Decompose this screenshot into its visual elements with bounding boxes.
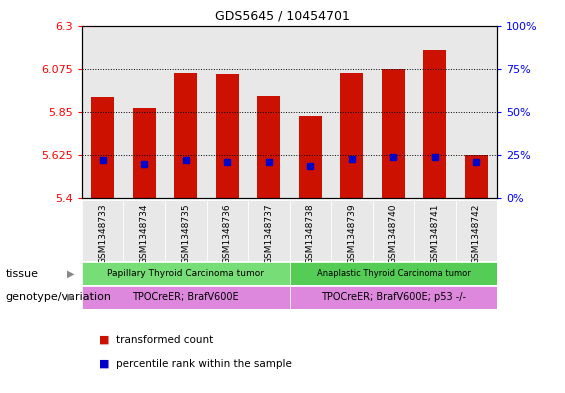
Bar — [216, 73, 238, 198]
Text: GSM1348740: GSM1348740 — [389, 204, 398, 264]
Text: GSM1348737: GSM1348737 — [264, 204, 273, 264]
Text: GDS5645 / 10454701: GDS5645 / 10454701 — [215, 10, 350, 23]
Bar — [455, 26, 497, 198]
Bar — [82, 200, 123, 261]
Bar — [289, 26, 331, 198]
Text: GSM1348734: GSM1348734 — [140, 204, 149, 264]
Text: GSM1348736: GSM1348736 — [223, 204, 232, 264]
Text: tissue: tissue — [6, 268, 38, 279]
Bar — [289, 286, 497, 309]
Bar — [331, 200, 373, 261]
Bar — [382, 69, 405, 198]
Bar — [258, 95, 280, 198]
Text: GSM1348742: GSM1348742 — [472, 204, 481, 264]
Text: GSM1348741: GSM1348741 — [431, 204, 440, 264]
Bar — [414, 200, 455, 261]
Bar — [465, 155, 488, 198]
Bar — [289, 262, 497, 285]
Bar — [123, 26, 165, 198]
Text: GSM1348735: GSM1348735 — [181, 204, 190, 264]
Bar — [373, 26, 414, 198]
Text: ■: ■ — [99, 358, 110, 369]
Bar — [373, 200, 414, 261]
Bar — [207, 26, 248, 198]
Text: percentile rank within the sample: percentile rank within the sample — [116, 358, 292, 369]
Text: GSM1348738: GSM1348738 — [306, 204, 315, 264]
Text: transformed count: transformed count — [116, 335, 213, 345]
Bar — [331, 26, 373, 198]
Text: TPOCreER; BrafV600E; p53 -/-: TPOCreER; BrafV600E; p53 -/- — [321, 292, 466, 302]
Text: ▶: ▶ — [67, 292, 75, 302]
Bar — [82, 286, 289, 309]
Bar — [414, 26, 455, 198]
Bar — [424, 50, 446, 198]
Text: GSM1348733: GSM1348733 — [98, 204, 107, 264]
Bar — [165, 26, 207, 198]
Bar — [289, 200, 331, 261]
Text: genotype/variation: genotype/variation — [6, 292, 112, 302]
Text: ■: ■ — [99, 335, 110, 345]
Text: ▶: ▶ — [67, 268, 75, 279]
Bar — [207, 200, 248, 261]
Bar — [248, 26, 289, 198]
Bar — [175, 73, 197, 198]
Bar — [455, 200, 497, 261]
Text: Papillary Thyroid Carcinoma tumor: Papillary Thyroid Carcinoma tumor — [107, 269, 264, 278]
Bar — [82, 26, 123, 198]
Text: Anaplastic Thyroid Carcinoma tumor: Anaplastic Thyroid Carcinoma tumor — [316, 269, 470, 278]
Bar — [123, 200, 165, 261]
Bar — [299, 116, 321, 198]
Bar — [248, 200, 289, 261]
Bar — [165, 200, 207, 261]
Bar — [82, 262, 289, 285]
Bar — [92, 97, 114, 198]
Bar — [133, 108, 155, 198]
Text: TPOCreER; BrafV600E: TPOCreER; BrafV600E — [132, 292, 239, 302]
Text: GSM1348739: GSM1348739 — [347, 204, 357, 264]
Bar — [341, 73, 363, 198]
